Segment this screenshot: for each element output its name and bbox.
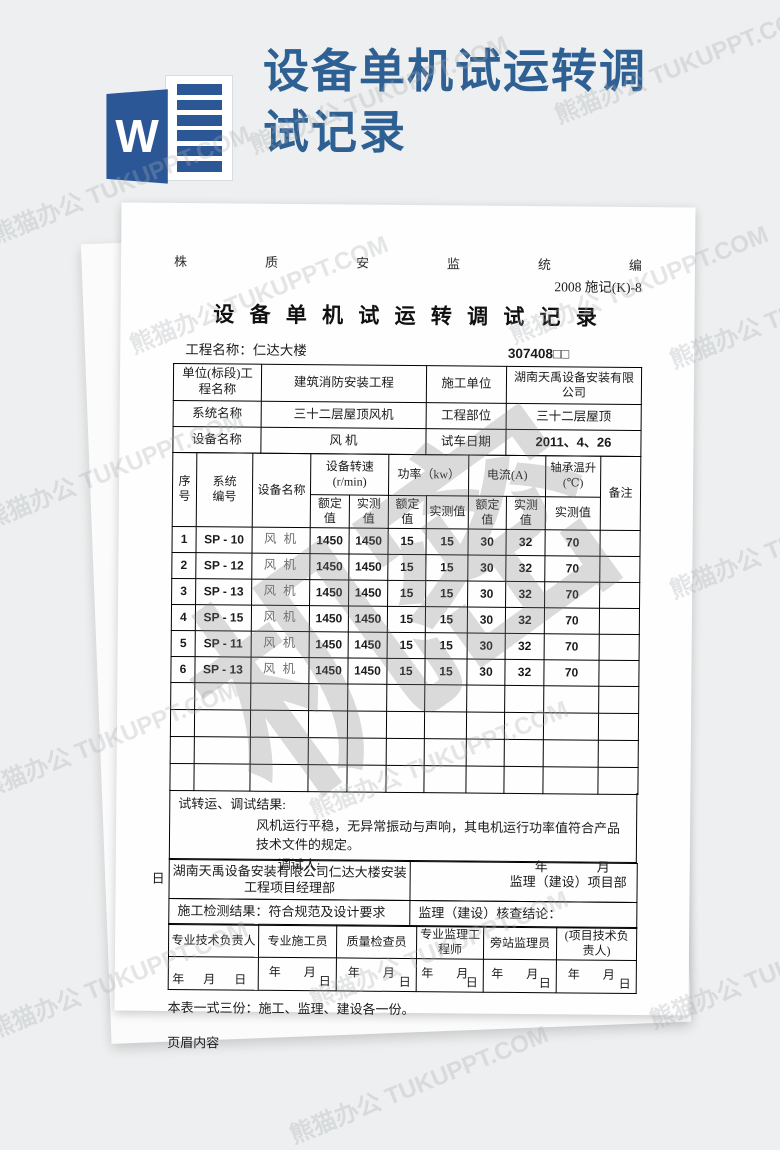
result-date-ym: 年 月 (534, 859, 628, 875)
tester-label: 调试人: (277, 856, 321, 873)
table-row: 4 SP - 15 风 机 1450 1450 15 15 30 32 70 (171, 603, 640, 635)
inspection-result: 施工检测结果：符合规范及设计要求 (168, 897, 410, 927)
page-title: 设备单机试运转调 试记录 (263, 42, 693, 163)
word-icon-cover: W (106, 89, 168, 184)
empty-row (170, 708, 639, 741)
sub-measured: 实测值 (545, 496, 601, 530)
info-label: 单位(标段)工程名称 (173, 363, 262, 402)
info-label: 施工单位 (426, 365, 507, 404)
col-seq: 序 号 (172, 451, 197, 527)
table-row: 系统名称 三十二层屋顶风机 工程部位 三十二层屋顶 (173, 400, 642, 431)
site-header: W 设备单机试运转调 试记录 (0, 0, 780, 200)
page-header-placeholder: 页眉内容 (167, 1034, 220, 1051)
sub-measured: 实测值 (506, 495, 546, 530)
role-label: 专业施工员 (258, 924, 337, 958)
role-label: 专业监理工程师 (416, 925, 484, 960)
measurement-table: 序 号 系统 编号 设备名称 设备转速 (r/min) 功率（kw） 电流(A)… (169, 451, 641, 795)
role-label: 旁站监理员 (483, 926, 557, 960)
empty-row (170, 735, 639, 768)
table-row: 1 SP - 10 风 机 1450 1450 15 15 30 32 70 (171, 525, 641, 557)
result-label: 试转运、调试结果: (178, 796, 286, 812)
sub-rated: 额定值 (388, 494, 427, 529)
col-group-power: 功率（kw） (388, 453, 469, 496)
project-info-table: 单位(标段)工程名称 建筑消防安装工程 施工单位 湖南天禹设备安装有限公司 系统… (172, 363, 642, 457)
form-code: 2008 施记(K)-8 (554, 279, 642, 296)
col-device-name: 设备名称 (252, 452, 311, 528)
signature-table: 专业技术负责人 专业施工员 质量检查员 专业监理工程师 旁站监理员 (项目技术负… (168, 923, 638, 994)
project-code: 307408□□ (507, 345, 570, 362)
info-label: 试车日期 (425, 428, 507, 456)
table-row: 6 SP - 13 风 机 1450 1450 15 15 30 32 70 (170, 655, 640, 687)
table-row: 3 SP - 13 风 机 1450 1450 15 15 30 32 70 (171, 577, 640, 609)
document-page: 株 质 安 监 统 编 2008 施记(K)-8 设 备 单 机 试 运 转 调… (114, 202, 696, 1050)
review-conclusion: 监理（建设）核查结论： (409, 900, 637, 929)
doc-classification-row: 株 质 安 监 统 编 (173, 253, 643, 274)
document-title: 设 备 单 机 试 运 转 调 试 记 录 (213, 302, 602, 330)
word-icon-letter: W (115, 110, 159, 163)
page-title-line2: 试记录 (263, 106, 407, 158)
role-label: (项目技术负责人) (556, 926, 637, 961)
info-value: 三十二层屋顶 (506, 403, 642, 431)
info-value: 三十二层屋顶风机 (261, 401, 427, 429)
role-label: 专业技术负责人 (168, 923, 259, 958)
col-group-current: 电流(A) (468, 454, 546, 497)
result-content: 风机运行平稳，无异常振动与声响，其电机运行功率值符合产品技术文件的规定。 (255, 817, 621, 853)
word-file-icon: W (97, 68, 234, 186)
col-group-bearing-temp: 轴承温升 (℃) (545, 455, 601, 497)
date-placeholder: 年 月 日 (172, 971, 255, 987)
table-row: 单位(标段)工程名称 建筑消防安装工程 施工单位 湖南天禹设备安装有限公司 (173, 363, 642, 405)
sub-rated: 额定值 (310, 494, 350, 528)
info-label: 系统名称 (173, 400, 262, 428)
sub-rated: 额定值 (468, 495, 507, 529)
header-row-groups: 序 号 系统 编号 设备名称 设备转速 (r/min) 功率（kw） 电流(A)… (172, 451, 641, 531)
project-line: 工程名称：仁达大楼 307408□□ (173, 338, 641, 362)
info-value: 湖南天禹设备安装有限公司 (506, 366, 642, 405)
sub-measured: 实测值 (426, 495, 469, 529)
table-row: 2 SP - 12 风 机 1450 1450 15 15 30 32 70 (171, 551, 641, 583)
empty-row (170, 681, 639, 714)
page-title-line1: 设备单机试运转调 (263, 46, 647, 97)
copies-note: 本表一式三份：施工、监理、建设各一份。 (167, 999, 415, 1018)
info-label: 设备名称 (172, 426, 262, 454)
form-table: 单位(标段)工程名称 建筑消防安装工程 施工单位 湖南天禹设备安装有限公司 系统… (152, 363, 642, 994)
project-name: 工程名称：仁达大楼 (185, 342, 307, 359)
signature-date-row: 年 月 日 年 月 日 年 月 日 年 月 日 年 月 日 (168, 956, 637, 994)
word-icon-page (165, 75, 234, 181)
signature-role-row: 专业技术负责人 专业施工员 质量检查员 专业监理工程师 旁站监理员 (项目技术负… (168, 923, 637, 961)
role-label: 质量检查员 (336, 924, 417, 959)
info-value: 风 机 (260, 427, 427, 455)
test-result-section: 试转运、调试结果: 风机运行平稳，无异常振动与声响，其电机运行功率值符合产品技术… (152, 788, 638, 886)
info-label: 工程部位 (426, 402, 507, 430)
col-system-no: 系统 编号 (196, 452, 253, 527)
sub-measured: 实测值 (349, 494, 389, 528)
col-remark: 备注 (600, 455, 641, 531)
table-row: 5 SP - 11 风 机 1450 1450 15 15 30 32 70 (171, 629, 640, 661)
col-group-speed: 设备转速 (r/min) (310, 453, 389, 495)
info-value: 2011、4、26 (505, 429, 642, 457)
info-value: 建筑消防安装工程 (261, 364, 427, 403)
